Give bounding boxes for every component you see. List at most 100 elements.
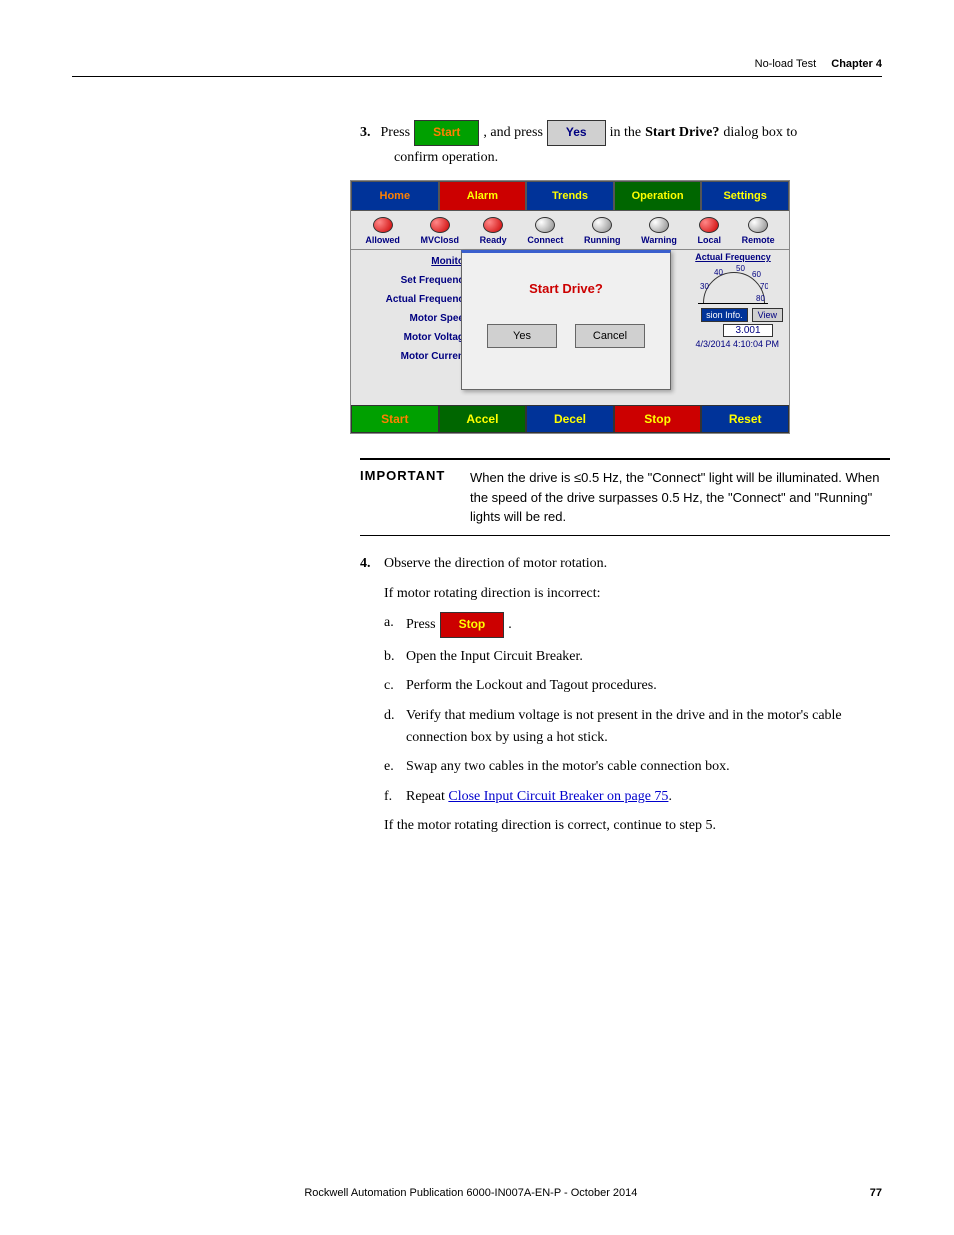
stop-button[interactable]: Stop bbox=[440, 612, 505, 638]
section-title: No-load Test bbox=[755, 58, 817, 70]
sub-d-text: Verify that medium voltage is not presen… bbox=[406, 705, 890, 748]
status-ready: Ready bbox=[480, 217, 507, 245]
status-allowed: Allowed bbox=[365, 217, 400, 245]
status-label: Remote bbox=[742, 235, 775, 245]
hmi-side-labels: Monito Set Frequenc Actual Frequenc Moto… bbox=[359, 256, 464, 370]
gauge-tick: 80 Hz bbox=[756, 294, 768, 304]
status-warning: Warning bbox=[641, 217, 677, 245]
tab-settings[interactable]: Settings bbox=[701, 181, 789, 211]
tab-trends[interactable]: Trends bbox=[526, 181, 614, 211]
close-breaker-link[interactable]: Close Input Circuit Breaker on page 75 bbox=[448, 789, 668, 804]
led-icon bbox=[649, 217, 669, 233]
side-motorcurr: Motor Curren bbox=[359, 351, 464, 362]
status-label: Connect bbox=[527, 235, 563, 245]
status-local: Local bbox=[697, 217, 721, 245]
step-3-press: Press bbox=[381, 122, 411, 144]
sub-d: d.Verify that medium voltage is not pres… bbox=[384, 705, 890, 748]
sub-e: e.Swap any two cables in the motor's cab… bbox=[384, 756, 890, 778]
dialog-cancel-button[interactable]: Cancel bbox=[575, 324, 645, 348]
led-icon bbox=[748, 217, 768, 233]
gauge-icon: 30 40 50 60 70 80 Hz bbox=[698, 264, 768, 304]
status-label: Local bbox=[697, 235, 721, 245]
page-number: 77 bbox=[870, 1187, 882, 1199]
hmi-body: Monito Set Frequenc Actual Frequenc Moto… bbox=[351, 250, 789, 405]
step-3-confirm: confirm operation. bbox=[394, 150, 890, 166]
led-icon bbox=[535, 217, 555, 233]
sub-letter: b. bbox=[384, 646, 406, 668]
sub-f-pre: Repeat bbox=[406, 789, 448, 804]
sub-c: c.Perform the Lockout and Tagout procedu… bbox=[384, 675, 890, 697]
bottom-reset-button[interactable]: Reset bbox=[701, 405, 789, 433]
status-label: Running bbox=[584, 235, 621, 245]
gauge-tick: 60 bbox=[752, 270, 761, 279]
step-3-bold: Start Drive? bbox=[645, 122, 719, 144]
step-3-number: 3. bbox=[360, 122, 371, 144]
status-label: MVClosd bbox=[421, 235, 460, 245]
led-icon bbox=[430, 217, 450, 233]
start-button[interactable]: Start bbox=[414, 120, 479, 146]
bottom-accel-button[interactable]: Accel bbox=[439, 405, 527, 433]
sub-f-post: . bbox=[668, 789, 672, 804]
sub-letter: d. bbox=[384, 705, 406, 727]
step-4-if-incorrect: If motor rotating direction is incorrect… bbox=[384, 586, 890, 602]
status-connect: Connect bbox=[527, 217, 563, 245]
tab-operation[interactable]: Operation bbox=[614, 181, 702, 211]
bottom-stop-button[interactable]: Stop bbox=[614, 405, 702, 433]
step-4: 4. Observe the direction of motor rotati… bbox=[360, 556, 890, 834]
dialog-yes-button[interactable]: Yes bbox=[487, 324, 557, 348]
bottom-decel-button[interactable]: Decel bbox=[526, 405, 614, 433]
chapter-label: Chapter 4 bbox=[831, 58, 882, 70]
important-box: IMPORTANT When the drive is ≤0.5 Hz, the… bbox=[360, 458, 890, 536]
step-3-tail2: dialog box to bbox=[723, 122, 797, 144]
sub-f: f. Repeat Close Input Circuit Breaker on… bbox=[384, 786, 890, 808]
important-label: IMPORTANT bbox=[360, 468, 470, 527]
important-text: When the drive is ≤0.5 Hz, the "Connect"… bbox=[470, 468, 890, 527]
gauge-tick: 70 bbox=[760, 282, 768, 291]
step-4-text: Observe the direction of motor rotation. bbox=[384, 556, 607, 572]
side-motorspeed: Motor Spee bbox=[359, 313, 464, 324]
side-setfreq: Set Frequenc bbox=[359, 275, 464, 286]
header-rule bbox=[72, 76, 882, 77]
hmi-tabs: Home Alarm Trends Operation Settings bbox=[351, 181, 789, 211]
timestamp: 4/3/2014 4:10:04 PM bbox=[683, 339, 783, 349]
bottom-start-button[interactable]: Start bbox=[351, 405, 439, 433]
sub-b-text: Open the Input Circuit Breaker. bbox=[406, 646, 890, 668]
status-label: Allowed bbox=[365, 235, 400, 245]
sub-letter: a. bbox=[384, 612, 406, 634]
gauge-tick: 50 bbox=[736, 264, 745, 273]
yes-button[interactable]: Yes bbox=[547, 120, 606, 146]
view-button[interactable]: View bbox=[752, 308, 783, 322]
dialog-title: Start Drive? bbox=[462, 281, 670, 296]
start-drive-dialog: Start Drive? Yes Cancel bbox=[461, 250, 671, 390]
step-3: 3. Press Start , and press Yes in the St… bbox=[360, 120, 890, 146]
sub-a-post: . bbox=[508, 614, 512, 636]
side-motorvolt: Motor Voltag bbox=[359, 332, 464, 343]
sub-e-text: Swap any two cables in the motor's cable… bbox=[406, 756, 890, 778]
gauge-area: Actual Frequency 30 40 50 60 70 80 Hz si… bbox=[683, 252, 783, 349]
publication-id: Rockwell Automation Publication 6000-IN0… bbox=[304, 1187, 637, 1199]
tab-alarm[interactable]: Alarm bbox=[439, 181, 527, 211]
hmi-screenshot: Home Alarm Trends Operation Settings All… bbox=[350, 180, 790, 434]
sub-letter: f. bbox=[384, 786, 406, 808]
gauge-title: Actual Frequency bbox=[683, 252, 783, 262]
status-remote: Remote bbox=[742, 217, 775, 245]
tab-home[interactable]: Home bbox=[351, 181, 439, 211]
led-icon bbox=[483, 217, 503, 233]
step-4-number: 4. bbox=[360, 556, 384, 572]
led-icon bbox=[373, 217, 393, 233]
version-number: 3.001 bbox=[723, 324, 773, 337]
status-label: Warning bbox=[641, 235, 677, 245]
version-info-label: sion Info. bbox=[701, 308, 748, 322]
status-running: Running bbox=[584, 217, 621, 245]
sub-a-pre: Press bbox=[406, 614, 436, 636]
led-icon bbox=[592, 217, 612, 233]
sub-a: a. Press Stop . bbox=[384, 612, 890, 638]
step-3-tail1: in the bbox=[610, 122, 642, 144]
step-4-continue: If the motor rotating direction is corre… bbox=[384, 818, 890, 834]
gauge-tick: 30 bbox=[700, 282, 709, 291]
step-3-andpress: , and press bbox=[483, 122, 543, 144]
hmi-status-row: Allowed MVClosd Ready Connect Running Wa… bbox=[351, 211, 789, 250]
status-label: Ready bbox=[480, 235, 507, 245]
gauge-tick: 40 bbox=[714, 268, 723, 277]
sub-letter: e. bbox=[384, 756, 406, 778]
